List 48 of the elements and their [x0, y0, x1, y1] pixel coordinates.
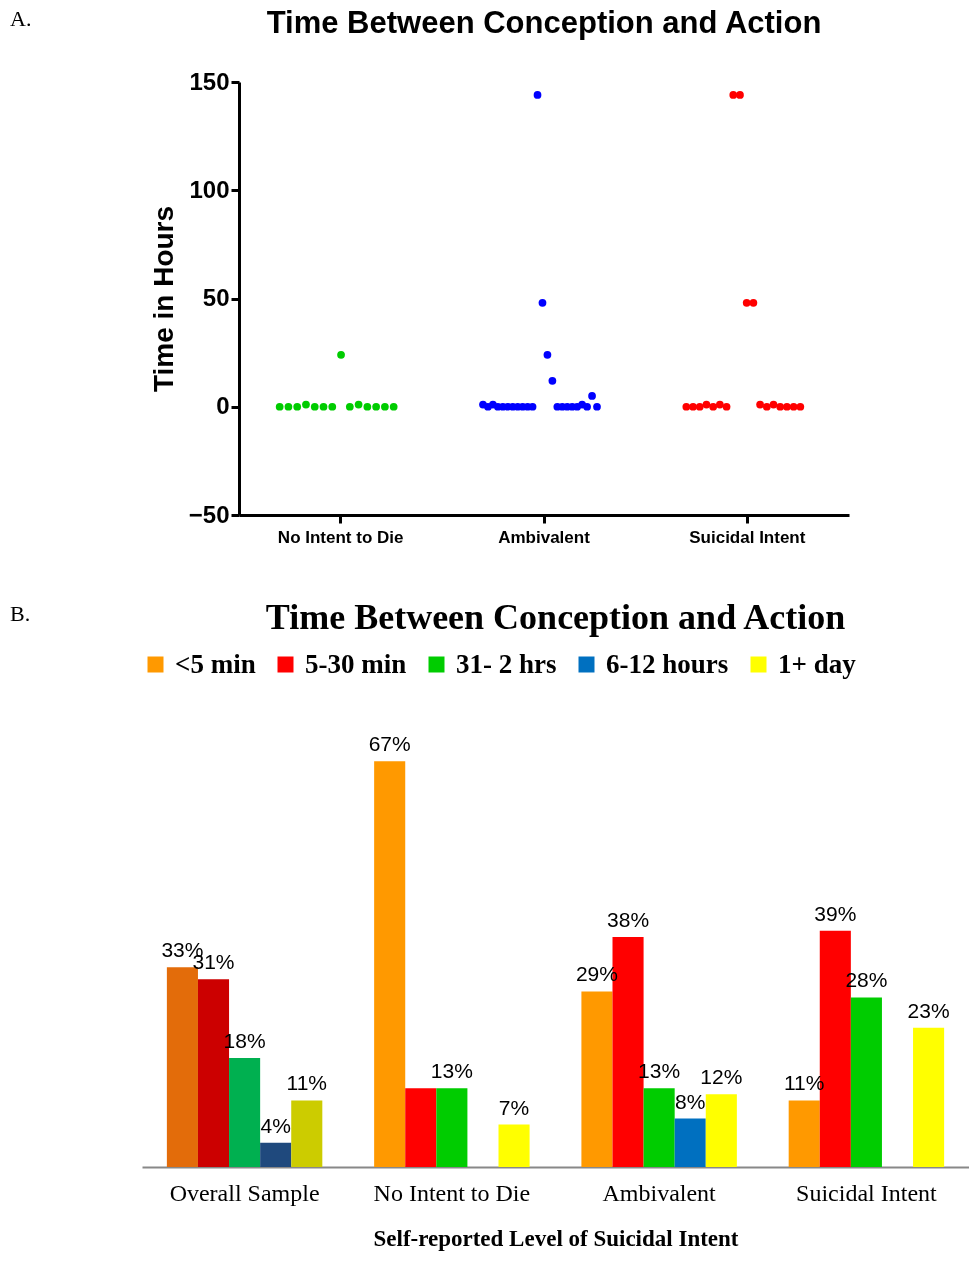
data-label: 38%: [607, 907, 650, 931]
bar: [850, 997, 882, 1167]
y-tick-label: −50: [188, 500, 230, 528]
legend-label: 31- 2 hrs: [456, 648, 557, 679]
data-label: 23%: [907, 998, 950, 1022]
bar: [643, 1088, 675, 1167]
bar: [374, 761, 406, 1167]
bar: [405, 1088, 437, 1167]
bar: [166, 967, 198, 1167]
x-tick-label: Ambivalent: [602, 1179, 717, 1206]
bar: [788, 1100, 820, 1167]
data-label: 12%: [700, 1065, 743, 1089]
data-label: 7%: [498, 1095, 530, 1119]
y-axis-title: Time in Hours: [147, 205, 179, 393]
x-tick-label: Ambivalent: [498, 527, 591, 547]
data-label: 13%: [430, 1059, 473, 1083]
bar: [705, 1094, 737, 1167]
bar: [260, 1142, 292, 1167]
x-tick-label: Overall Sample: [169, 1179, 320, 1206]
text: B.: [10, 601, 31, 627]
text: A.: [10, 6, 32, 32]
legend-label: <5 min: [175, 648, 256, 679]
bar: [913, 1027, 945, 1167]
data-label: 39%: [814, 901, 857, 925]
legend-label: 6-12 hours: [606, 648, 729, 679]
bar: [674, 1118, 706, 1167]
bar: [229, 1058, 261, 1167]
y-tick-label: 100: [189, 175, 230, 203]
bar: [291, 1100, 323, 1167]
x-tick-label: No Intent to Die: [277, 527, 404, 547]
y-tick-label: 0: [216, 392, 230, 420]
x-tick-label: Suicidal Intent: [796, 1179, 938, 1206]
x-tick-label: No Intent to Die: [373, 1179, 531, 1206]
bar: [436, 1088, 468, 1167]
legend-label: 1+ day: [778, 648, 857, 679]
y-tick-label: 150: [189, 67, 230, 95]
legend-label: 5-30 min: [305, 648, 407, 679]
data-label: 8%: [675, 1089, 706, 1113]
x-tick-label: Suicidal Intent: [689, 527, 806, 547]
y-tick-label: 50: [202, 284, 230, 311]
data-label: 11%: [286, 1071, 328, 1095]
bar: [498, 1124, 530, 1167]
x-axis-title: Self-reported Level of Suicidal Intent: [373, 1225, 739, 1251]
data-label: 67%: [368, 732, 411, 756]
chart-title: Time Between Conception and Action: [265, 597, 846, 637]
chart-title: Time Between Conception and Action: [266, 5, 822, 40]
bar: [581, 991, 613, 1167]
data-label: 4%: [260, 1113, 291, 1137]
